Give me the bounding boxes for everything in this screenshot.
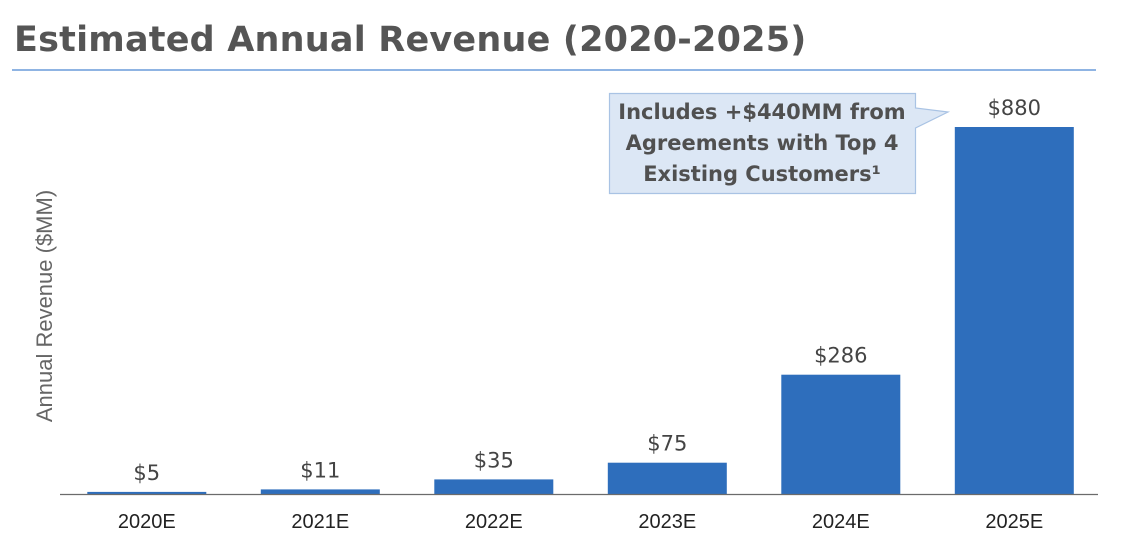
bar-2021E xyxy=(260,489,380,494)
bars-layer xyxy=(87,127,1074,494)
callout-box xyxy=(608,92,951,195)
data-label-2025E: $880 xyxy=(988,96,1041,120)
x-tick-label-2022E: 2022E xyxy=(465,511,523,533)
data-label-2023E: $75 xyxy=(647,432,687,456)
data-label-2022E: $35 xyxy=(474,448,514,472)
chart-title: Estimated Annual Revenue (2020-2025) xyxy=(14,20,807,60)
labels-layer: $5 2020E $11 2021E $35 2022E $75 2023E $286 2024E… xyxy=(118,96,1043,533)
callout-line-1: Includes +$440MM from xyxy=(618,100,905,124)
callout-line-2: Agreements with Top 4 xyxy=(626,131,899,155)
x-tick-label-2024E: 2024E xyxy=(812,511,870,533)
callout-line-3: Existing Customers¹ xyxy=(643,162,881,186)
data-label-2021E: $11 xyxy=(300,458,340,482)
bar-2024E xyxy=(781,374,901,494)
title-divider xyxy=(12,69,1096,71)
bar-2020E xyxy=(87,491,207,494)
x-tick-label-2021E: 2021E xyxy=(291,511,349,533)
x-tick-label-2025E: 2025E xyxy=(985,511,1043,533)
annotation-callout: Includes +$440MM from Agreements with Top… xyxy=(608,92,951,195)
y-axis-label: Annual Revenue ($MM) xyxy=(32,190,57,422)
data-label-2024E: $286 xyxy=(814,344,867,368)
data-label-2020E: $5 xyxy=(133,461,160,485)
x-tick-label-2020E: 2020E xyxy=(118,511,176,533)
bar-2025E xyxy=(954,127,1074,494)
x-tick-label-2023E: 2023E xyxy=(638,511,696,533)
bar-2022E xyxy=(434,479,554,494)
bar-2023E xyxy=(607,462,727,494)
